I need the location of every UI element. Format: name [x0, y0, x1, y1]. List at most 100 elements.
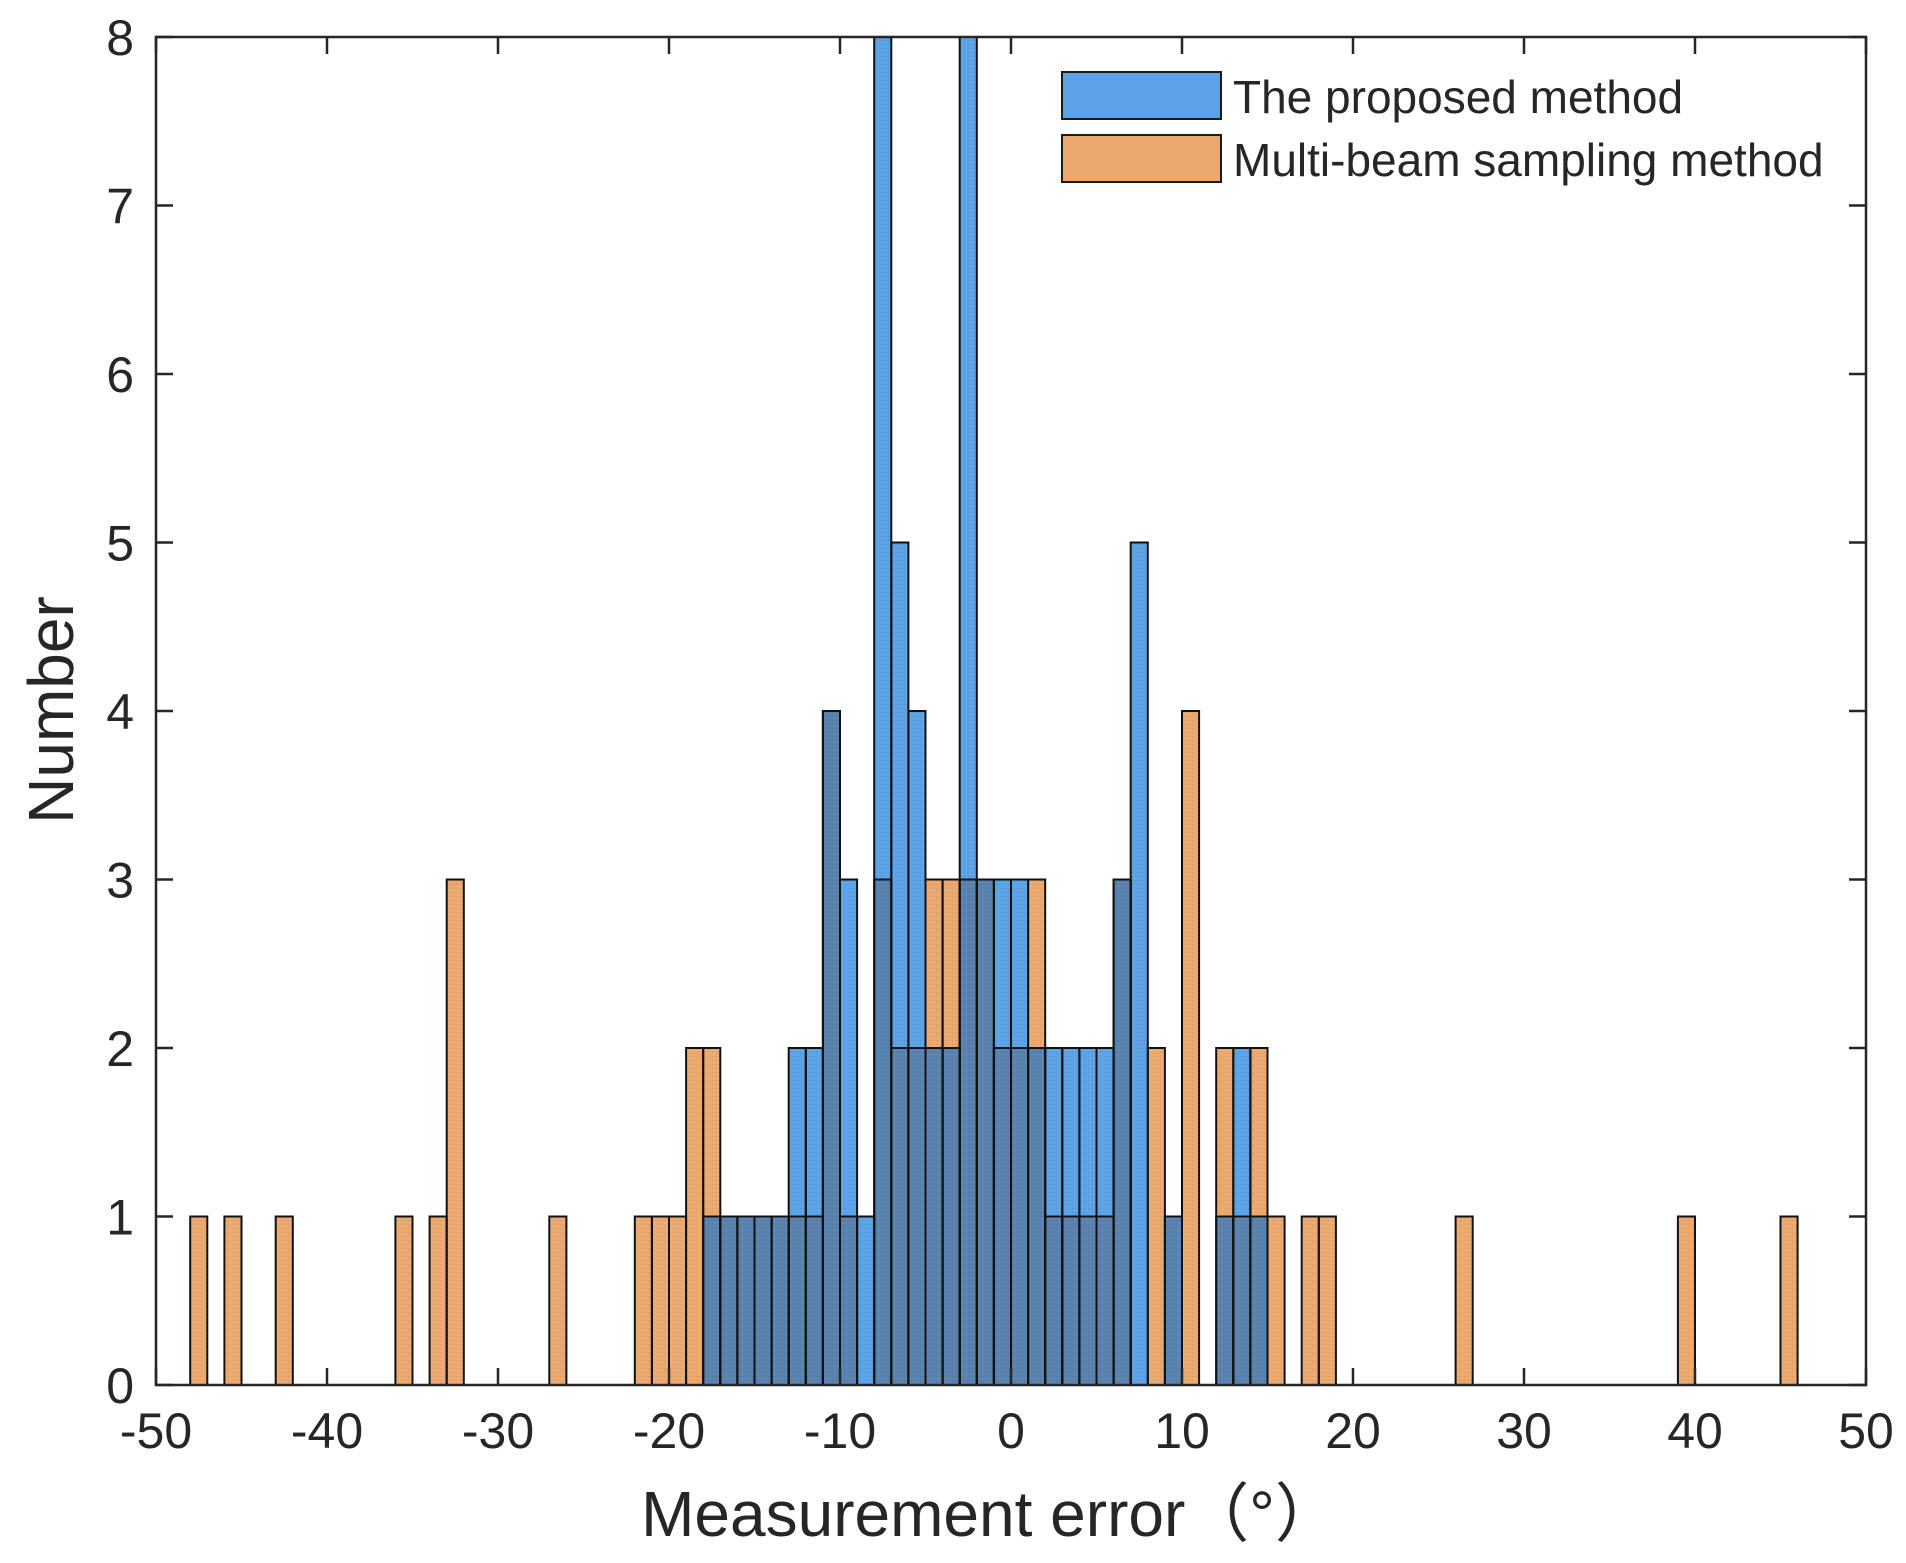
x-ticks: -50 -40 -30 -20 -10 0 10 20 30 40 50 [120, 37, 1894, 1459]
y-tick-label: 7 [106, 179, 134, 235]
bar-texture [669, 1216, 687, 1385]
bar-texture [1233, 1216, 1251, 1385]
bar-texture [1096, 1216, 1114, 1385]
legend: The proposed method Multi-beam sampling … [1061, 58, 1824, 186]
y-tick-label: 5 [106, 516, 134, 572]
legend-swatch-multibeam [1061, 134, 1222, 183]
bar-texture [805, 1216, 823, 1385]
x-tick-label: -20 [633, 1403, 705, 1459]
y-tick-label: 2 [106, 1021, 134, 1077]
bar-texture [942, 879, 960, 1048]
bar-texture [805, 1048, 823, 1217]
bar-texture [959, 879, 977, 1385]
bar-texture [891, 542, 909, 1048]
bar-texture [840, 879, 858, 1217]
y-axis-title: Number [15, 596, 87, 824]
bar-texture [1113, 879, 1131, 1385]
y-tick-label: 1 [106, 1190, 134, 1246]
bar-texture [720, 1216, 738, 1385]
bar-texture [1182, 711, 1200, 1385]
bar-texture [1045, 1216, 1063, 1385]
y-tick-label: 8 [106, 10, 134, 66]
bar-texture [634, 1216, 652, 1385]
bar-texture [1028, 879, 1046, 1048]
x-tick-label: -40 [291, 1403, 363, 1459]
bar-texture [925, 1048, 943, 1385]
bar-texture [1130, 542, 1148, 1385]
bar-texture [549, 1216, 567, 1385]
bar-texture [224, 1216, 242, 1385]
bar-texture [429, 1216, 447, 1385]
bar-texture [1079, 1216, 1097, 1385]
bar-texture [942, 1048, 960, 1385]
bar-texture [275, 1216, 293, 1385]
bar-texture [446, 879, 464, 1385]
bar-texture [822, 711, 840, 1385]
bar-texture [771, 1216, 789, 1385]
bar-texture [190, 1216, 208, 1385]
x-tick-label: -10 [804, 1403, 876, 1459]
bar-texture [1250, 1216, 1268, 1385]
bar-texture [925, 879, 943, 1048]
bar-texture [651, 1216, 669, 1385]
bar-texture [1011, 1048, 1029, 1385]
bar-texture [891, 1048, 909, 1385]
x-tick-label: 10 [1154, 1403, 1210, 1459]
bar-texture [908, 1048, 926, 1385]
bar-texture [788, 1216, 806, 1385]
bar-texture [993, 1048, 1011, 1385]
bar-texture [1045, 1048, 1063, 1217]
bar-texture [857, 1216, 875, 1385]
bar-texture [737, 1216, 755, 1385]
bar-texture [1011, 879, 1029, 1048]
bar-texture [1267, 1216, 1285, 1385]
bar-texture [1216, 1048, 1234, 1217]
x-tick-label: 30 [1496, 1403, 1552, 1459]
bar-texture [1677, 1216, 1695, 1385]
x-tick-label: 40 [1667, 1403, 1723, 1459]
bar-texture [395, 1216, 413, 1385]
bar-texture [908, 711, 926, 1048]
x-tick-label: -50 [120, 1403, 192, 1459]
bar-texture [1233, 1048, 1251, 1217]
x-axis-title: Measurement error（°） [641, 1478, 1339, 1550]
x-tick-label: 20 [1325, 1403, 1381, 1459]
x-tick-label: -30 [462, 1403, 534, 1459]
legend-swatch-proposed [1061, 71, 1222, 120]
y-tick-label: 6 [106, 347, 134, 403]
bar-texture [1301, 1216, 1319, 1385]
bar-texture [874, 37, 892, 880]
bar-texture [1250, 1048, 1268, 1217]
bar-texture [788, 1048, 806, 1217]
legend-label-proposed: The proposed method [1233, 71, 1683, 123]
bar-texture [1028, 1048, 1046, 1385]
y-tick-label: 0 [106, 1358, 134, 1414]
bar-texture [976, 879, 994, 1385]
bar-texture [1096, 1048, 1114, 1217]
bar-texture [1780, 1216, 1798, 1385]
bar-texture [1147, 1048, 1165, 1385]
bars-layer [189, 36, 1799, 1386]
bar-texture [1318, 1216, 1336, 1385]
bar-texture [840, 1216, 858, 1385]
bar-texture [959, 37, 977, 880]
bar-texture [1164, 1216, 1182, 1385]
bar-texture [703, 1048, 721, 1217]
bar-texture [1216, 1216, 1234, 1385]
legend-label-multibeam: Multi-beam sampling method [1233, 134, 1824, 186]
bar-texture [993, 879, 1011, 1048]
bar-texture [686, 1048, 704, 1385]
y-tick-label: 3 [106, 853, 134, 909]
bar-texture [703, 1216, 721, 1385]
bar-texture [1455, 1216, 1473, 1385]
bar-texture [1079, 1048, 1097, 1217]
bar-texture [754, 1216, 772, 1385]
x-tick-label: 0 [997, 1403, 1025, 1459]
bar-texture [1062, 1048, 1080, 1217]
y-tick-label: 4 [106, 684, 134, 740]
bar-texture [874, 879, 892, 1385]
y-ticks: 0 1 2 3 4 5 6 7 8 [106, 10, 1866, 1414]
bar-texture [1062, 1216, 1080, 1385]
